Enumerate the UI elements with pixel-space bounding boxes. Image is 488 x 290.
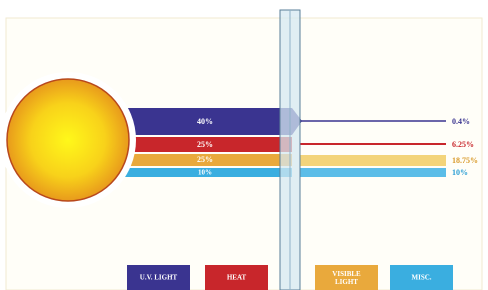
sun: [7, 79, 129, 201]
visible-band-out: [300, 155, 446, 166]
legend-misc-label: MISC.: [411, 274, 431, 282]
page: 40% 25% 25% 10% 0.4% 6.25% 18.75% 10% U.…: [0, 0, 488, 290]
diagram: 40% 25% 25% 10% 0.4% 6.25% 18.75% 10% U.…: [0, 0, 488, 290]
misc-band-out: [300, 168, 446, 177]
visible-out-label: 18.75%: [452, 156, 478, 165]
legend-uv-label: U.V. LIGHT: [140, 274, 178, 282]
misc-in-label: 10%: [198, 169, 212, 177]
legend-visible-label: VISIBLE LIGHT: [315, 265, 378, 290]
uv-out-label: 0.4%: [452, 117, 470, 126]
legend-heat-label: HEAT: [227, 274, 247, 282]
heat-in-label: 25%: [197, 140, 213, 149]
heat-out-label: 6.25%: [452, 140, 474, 149]
misc-out-label: 10%: [452, 168, 468, 177]
legend-visible-box: VISIBLE LIGHT: [315, 265, 378, 290]
visible-in-label: 25%: [197, 155, 213, 164]
uv-in-label: 40%: [197, 117, 213, 126]
